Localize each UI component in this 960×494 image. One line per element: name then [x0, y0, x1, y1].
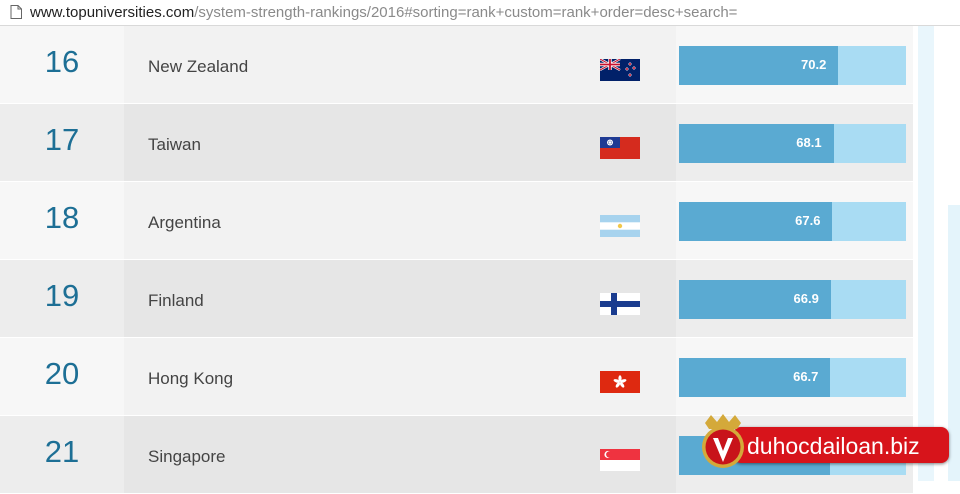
- rank-number: 18: [44, 200, 80, 235]
- country-name[interactable]: Argentina: [148, 213, 221, 232]
- url-text[interactable]: www.topuniversities.com/system-strength-…: [30, 4, 737, 21]
- singapore-flag-icon: [600, 449, 640, 471]
- score-value: 66.7: [793, 369, 819, 384]
- country-name[interactable]: New Zealand: [148, 57, 249, 76]
- url-path: /system-strength-rankings/2016#sorting=r…: [194, 4, 738, 21]
- watermark-banner: [733, 427, 949, 463]
- rank-number: 21: [44, 434, 80, 469]
- side-panel-edge: [948, 205, 960, 481]
- new-zealand-flag-icon: [600, 59, 640, 81]
- score-value: 67.6: [795, 213, 821, 228]
- country-name[interactable]: Finland: [148, 291, 204, 310]
- rank-number: 20: [44, 356, 80, 391]
- score-bar-fill: 68.1: [679, 124, 834, 163]
- score-value: 70.2: [801, 57, 827, 72]
- watermark-logo: duhocdailoan.biz: [697, 413, 952, 471]
- score-bar: 68.1: [679, 124, 906, 163]
- country-name[interactable]: Taiwan: [148, 135, 201, 154]
- country-name[interactable]: Hong Kong: [148, 369, 234, 388]
- watermark-text: duhocdailoan.biz: [747, 433, 920, 459]
- page-icon: [10, 5, 22, 19]
- duhocdailoan-logo-icon: [702, 414, 744, 468]
- score-bar-fill: 67.6: [679, 202, 833, 241]
- rank-number: 16: [44, 44, 80, 79]
- table-row[interactable]: 18 Argentina 67.6: [0, 182, 913, 260]
- taiwan-flag-icon: [600, 137, 640, 159]
- score-value: 66.9: [793, 291, 819, 306]
- table-row[interactable]: 20 Hong Kong 66.7: [0, 338, 913, 416]
- table-row[interactable]: 16 New Zealand 70.2: [0, 26, 913, 104]
- url-host: www.topuniversities.com: [30, 4, 195, 21]
- score-bar-fill: 66.7: [679, 358, 831, 397]
- score-bar: 67.6: [679, 202, 906, 241]
- score-bar: 66.7: [679, 358, 906, 397]
- hong-kong-flag-icon: [600, 371, 640, 393]
- score-bar-fill: 66.9: [679, 280, 831, 319]
- side-panel: [918, 26, 934, 481]
- rank-number: 19: [44, 278, 80, 313]
- score-value: 68.1: [796, 135, 822, 150]
- address-bar[interactable]: www.topuniversities.com/system-strength-…: [0, 0, 960, 26]
- score-bar: 70.2: [679, 46, 906, 85]
- argentina-flag-icon: [600, 215, 640, 237]
- country-name[interactable]: Singapore: [148, 447, 226, 466]
- score-bar: 66.9: [679, 280, 906, 319]
- table-row[interactable]: 19 Finland 66.9: [0, 260, 913, 338]
- score-bar-fill: 70.2: [679, 46, 839, 85]
- rank-number: 17: [44, 122, 80, 157]
- finland-flag-icon: [600, 293, 640, 315]
- ranking-table: 16 New Zealand 70.2 17 Taiwan: [0, 26, 913, 494]
- table-row[interactable]: 17 Taiwan 68.1: [0, 104, 913, 182]
